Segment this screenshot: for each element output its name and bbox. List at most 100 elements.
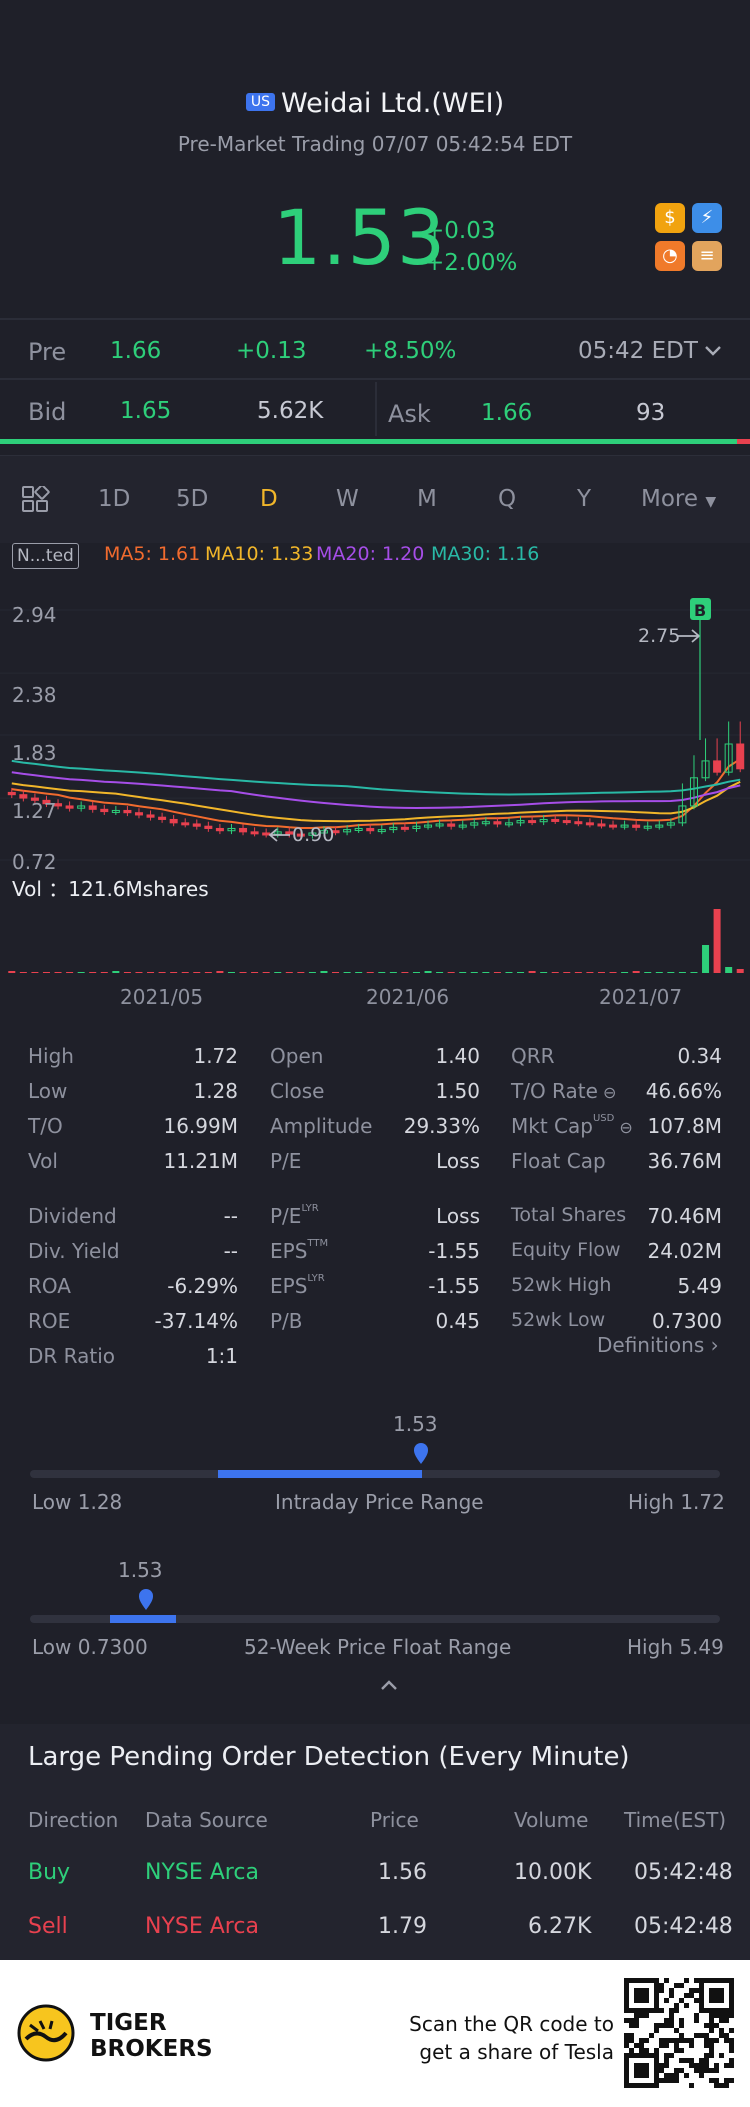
qr-module xyxy=(729,1998,734,2003)
qr-module xyxy=(694,2018,699,2023)
volume-bar xyxy=(378,972,386,973)
qr-module xyxy=(699,2058,704,2063)
tab-month[interactable]: M xyxy=(417,486,437,512)
qr-module xyxy=(624,1993,629,1998)
candle xyxy=(285,831,294,835)
candle xyxy=(389,826,398,831)
tab-more[interactable]: More ▼ xyxy=(641,486,716,512)
stat-value: 36.76M xyxy=(647,1149,722,1173)
volume-bar xyxy=(551,972,559,973)
qr-module xyxy=(674,2008,679,2013)
qr-module xyxy=(624,2053,629,2058)
stat-label-text: EPS xyxy=(270,1239,308,1263)
candle xyxy=(146,814,155,818)
ask-size: 93 xyxy=(636,400,666,426)
volume-bar xyxy=(505,972,513,973)
info-icon[interactable]: ⊖ xyxy=(597,1083,617,1102)
info-icon[interactable]: ⊖ xyxy=(614,1118,633,1137)
cta-line1: Scan the QR code to xyxy=(409,2012,614,2036)
tab-week[interactable]: W xyxy=(336,486,359,512)
order-direction: Buy xyxy=(28,1860,71,1885)
max-marker-label: 2.75 xyxy=(638,625,680,647)
layers-icon[interactable]: ≡ xyxy=(692,241,722,271)
stat-label: P/B xyxy=(270,1309,303,1333)
volume-bar xyxy=(31,972,39,973)
grid-icon[interactable] xyxy=(22,486,50,514)
stat-label-sup: USD xyxy=(592,1113,615,1125)
indicator-tag[interactable]: N...ted xyxy=(12,543,79,569)
qr-module xyxy=(634,2063,639,2068)
tab-year[interactable]: Y xyxy=(577,486,592,512)
order-volume: 6.27K xyxy=(528,1914,592,1939)
bid-ratio-bar xyxy=(0,439,737,444)
qr-module xyxy=(624,2068,629,2073)
qr-module xyxy=(624,1983,629,1988)
volume-bar xyxy=(251,972,259,973)
definitions-link[interactable]: Definitions › xyxy=(597,1333,719,1357)
qr-cta: Scan the QR code to get a share of Tesla xyxy=(380,2010,614,2066)
qr-module xyxy=(714,2013,719,2018)
stat-label-text: DR Ratio xyxy=(28,1344,116,1368)
qr-module xyxy=(709,1988,714,1993)
stat-value: 0.45 xyxy=(435,1309,480,1333)
volume-bar xyxy=(66,972,74,973)
cta-line2: get a share of Tesla xyxy=(419,2040,614,2064)
chevron-up-icon[interactable] xyxy=(379,1678,399,1692)
volume-bar xyxy=(355,972,363,973)
ask-label: Ask xyxy=(388,400,431,428)
qr-module xyxy=(674,2038,679,2043)
col-data-source: Data Source xyxy=(145,1808,268,1832)
stat-label: ROE xyxy=(28,1309,70,1333)
qr-module xyxy=(654,2063,659,2068)
qr-code-icon[interactable] xyxy=(624,1978,734,2088)
volume-bar xyxy=(19,972,27,973)
order-price: 1.79 xyxy=(378,1914,427,1939)
stat-value: 29.33% xyxy=(403,1114,480,1138)
qr-module xyxy=(654,2053,659,2058)
candle xyxy=(319,830,328,834)
week52-fill xyxy=(110,1615,176,1623)
qr-module xyxy=(729,2058,734,2063)
qr-module xyxy=(654,2078,659,2083)
candle xyxy=(366,827,375,832)
candle xyxy=(296,833,305,837)
chart-alert-icon[interactable]: ◔ xyxy=(655,241,685,271)
tab-day[interactable]: D xyxy=(260,486,278,512)
qr-module xyxy=(644,2073,649,2078)
bid-price: 1.65 xyxy=(120,398,172,424)
chevron-down-icon[interactable] xyxy=(704,344,722,358)
stat-value: 1.28 xyxy=(193,1079,238,1103)
intraday-high: High 1.72 xyxy=(628,1490,725,1514)
qr-module xyxy=(654,2008,659,2013)
qr-module xyxy=(724,2013,729,2018)
stat-label-text: 52wk High xyxy=(511,1274,612,1296)
tab-quarter[interactable]: Q xyxy=(498,486,517,512)
qr-module xyxy=(654,1978,659,1983)
qr-module xyxy=(729,2003,734,2008)
qr-module xyxy=(669,1988,674,1993)
candle xyxy=(609,824,618,828)
candlestick-chart[interactable]: 2.94 2.38 1.83 1.27 0.72 2.75 0.90 B Vol… xyxy=(0,590,750,1010)
stat-label-text: P/B xyxy=(270,1309,303,1333)
tab-5d[interactable]: 5D xyxy=(176,486,209,512)
candle xyxy=(678,805,687,824)
qr-module xyxy=(699,2003,704,2008)
candle xyxy=(458,824,467,828)
volume-bar xyxy=(100,972,108,973)
qr-module xyxy=(719,1998,724,2003)
volume-bar xyxy=(297,972,305,973)
candle xyxy=(713,760,722,773)
tab-1d[interactable]: 1D xyxy=(98,486,131,512)
stat-label: Mkt CapUSD ⊖ xyxy=(511,1113,633,1138)
price-change-abs: +0.03 xyxy=(425,218,496,244)
order-time: 05:42:48 xyxy=(634,1914,733,1939)
stat-label-text: Div. Yield xyxy=(28,1239,120,1263)
qr-module xyxy=(714,2023,719,2028)
lightning-icon[interactable]: ⚡ xyxy=(692,203,722,233)
volume-bar xyxy=(389,972,397,973)
qr-module xyxy=(624,1988,629,1993)
qr-module xyxy=(669,2073,674,2078)
volume-bar xyxy=(89,972,97,973)
candle xyxy=(643,825,652,829)
dollar-icon[interactable]: $ xyxy=(655,203,685,233)
